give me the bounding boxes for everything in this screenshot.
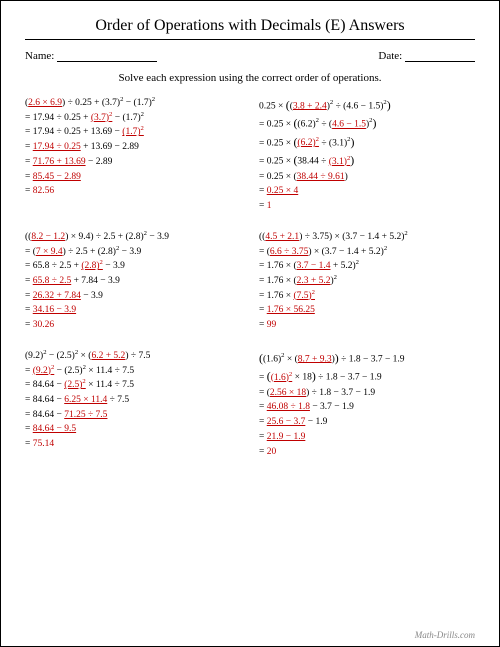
solution-step: = 84.64 − (2.5)2 × 11.4 ÷ 7.5 bbox=[25, 378, 241, 393]
page-title: Order of Operations with Decimals (E) An… bbox=[25, 17, 475, 35]
name-field: Name: bbox=[25, 50, 157, 62]
solution-step: = 0.25 × ((6.2)2 ÷ (3.1)2) bbox=[259, 133, 475, 151]
solution-step: = 1 bbox=[259, 199, 475, 214]
solution-step: = 0.25 × 4 bbox=[259, 184, 475, 199]
solution-step: = 1.76 × (3.7 − 1.4 + 5.2)2 bbox=[259, 259, 475, 274]
problem: (9.2)2 − (2.5)2 × (6.2 + 5.2) ÷ 7.5= (9.… bbox=[25, 349, 241, 459]
solution-step: = 85.45 − 2.89 bbox=[25, 170, 241, 185]
solution-step: = 17.94 ÷ 0.25 + 13.69 − (1.7)2 bbox=[25, 125, 241, 140]
solution-step: = 99 bbox=[259, 318, 475, 333]
name-blank bbox=[57, 51, 157, 62]
solution-step: = (2.56 × 18) ÷ 1.8 − 3.7 − 1.9 bbox=[259, 386, 475, 401]
date-field: Date: bbox=[378, 50, 475, 62]
solution-step: ((4.5 + 2.1) ÷ 3.75) × (3.7 − 1.4 + 5.2)… bbox=[259, 230, 475, 245]
solution-step: = 21.9 − 1.9 bbox=[259, 430, 475, 445]
problem: 0.25 × ((3.8 + 2.4)2 ÷ (4.6 − 1.5)2)= 0.… bbox=[259, 96, 475, 214]
solution-step: = 84.64 − 6.25 × 11.4 ÷ 7.5 bbox=[25, 393, 241, 408]
solution-step: = 84.64 − 71.25 ÷ 7.5 bbox=[25, 408, 241, 423]
solution-step: = 84.64 − 9.5 bbox=[25, 422, 241, 437]
solution-step: = 0.25 × (38.44 ÷ 9.61) bbox=[259, 170, 475, 185]
solution-step: = 17.94 ÷ 0.25 + 13.69 − 2.89 bbox=[25, 140, 241, 155]
solution-step: = ((1.6)2 × 18) ÷ 1.8 − 3.7 − 1.9 bbox=[259, 367, 475, 385]
problem: (2.6 × 6.9) ÷ 0.25 + (3.7)2 − (1.7)2= 17… bbox=[25, 96, 241, 214]
solution-step: = 71.76 + 13.69 − 2.89 bbox=[25, 155, 241, 170]
solution-step: = 46.08 ÷ 1.8 − 3.7 − 1.9 bbox=[259, 400, 475, 415]
solution-step: (2.6 × 6.9) ÷ 0.25 + (3.7)2 − (1.7)2 bbox=[25, 96, 241, 111]
solution-step: = 34.16 − 3.9 bbox=[25, 303, 241, 318]
problems-grid: (2.6 × 6.9) ÷ 0.25 + (3.7)2 − (1.7)2= 17… bbox=[25, 96, 475, 459]
solution-step: = 1.76 × (7.5)2 bbox=[259, 289, 475, 304]
solution-step: = 65.8 ÷ 2.5 + (2.8)2 − 3.9 bbox=[25, 259, 241, 274]
solution-step: = 20 bbox=[259, 445, 475, 460]
problem: ((1.6)2 × (8.7 + 9.3)) ÷ 1.8 − 3.7 − 1.9… bbox=[259, 349, 475, 459]
solution-step: = 1.76 × (2.3 + 5.2)2 bbox=[259, 274, 475, 289]
solution-step: = 25.6 − 3.7 − 1.9 bbox=[259, 415, 475, 430]
solution-step: = (6.6 ÷ 3.75) × (3.7 − 1.4 + 5.2)2 bbox=[259, 245, 475, 260]
solution-step: ((8.2 − 1.2) × 9.4) ÷ 2.5 + (2.8)2 − 3.9 bbox=[25, 230, 241, 245]
name-date-row: Name: Date: bbox=[25, 50, 475, 62]
solution-step: = 82.56 bbox=[25, 184, 241, 199]
problem: ((4.5 + 2.1) ÷ 3.75) × (3.7 − 1.4 + 5.2)… bbox=[259, 230, 475, 333]
solution-step: (9.2)2 − (2.5)2 × (6.2 + 5.2) ÷ 7.5 bbox=[25, 349, 241, 364]
solution-step: = (9.2)2 − (2.5)2 × 11.4 ÷ 7.5 bbox=[25, 364, 241, 379]
worksheet-page: Order of Operations with Decimals (E) An… bbox=[0, 0, 500, 647]
solution-step: = (7 × 9.4) ÷ 2.5 + (2.8)2 − 3.9 bbox=[25, 245, 241, 260]
date-blank bbox=[405, 51, 475, 62]
solution-step: = 1.76 × 56.25 bbox=[259, 303, 475, 318]
solution-step: = 65.8 ÷ 2.5 + 7.84 − 3.9 bbox=[25, 274, 241, 289]
footer-brand: Math-Drills.com bbox=[415, 630, 475, 640]
solution-step: = 75.14 bbox=[25, 437, 241, 452]
solution-step: = 0.25 × ((6.2)2 ÷ (4.6 − 1.5)2) bbox=[259, 114, 475, 132]
solution-step: = 17.94 ÷ 0.25 + (3.7)2 − (1.7)2 bbox=[25, 111, 241, 126]
solution-step: = 30.26 bbox=[25, 318, 241, 333]
instructions: Solve each expression using the correct … bbox=[25, 72, 475, 84]
solution-step: ((1.6)2 × (8.7 + 9.3)) ÷ 1.8 − 3.7 − 1.9 bbox=[259, 349, 475, 367]
solution-step: 0.25 × ((3.8 + 2.4)2 ÷ (4.6 − 1.5)2) bbox=[259, 96, 475, 114]
problem: ((8.2 − 1.2) × 9.4) ÷ 2.5 + (2.8)2 − 3.9… bbox=[25, 230, 241, 333]
title-rule bbox=[25, 39, 475, 40]
date-label: Date: bbox=[378, 50, 402, 62]
name-label: Name: bbox=[25, 50, 54, 62]
solution-step: = 0.25 × (38.44 ÷ (3.1)2) bbox=[259, 151, 475, 169]
solution-step: = 26.32 + 7.84 − 3.9 bbox=[25, 289, 241, 304]
